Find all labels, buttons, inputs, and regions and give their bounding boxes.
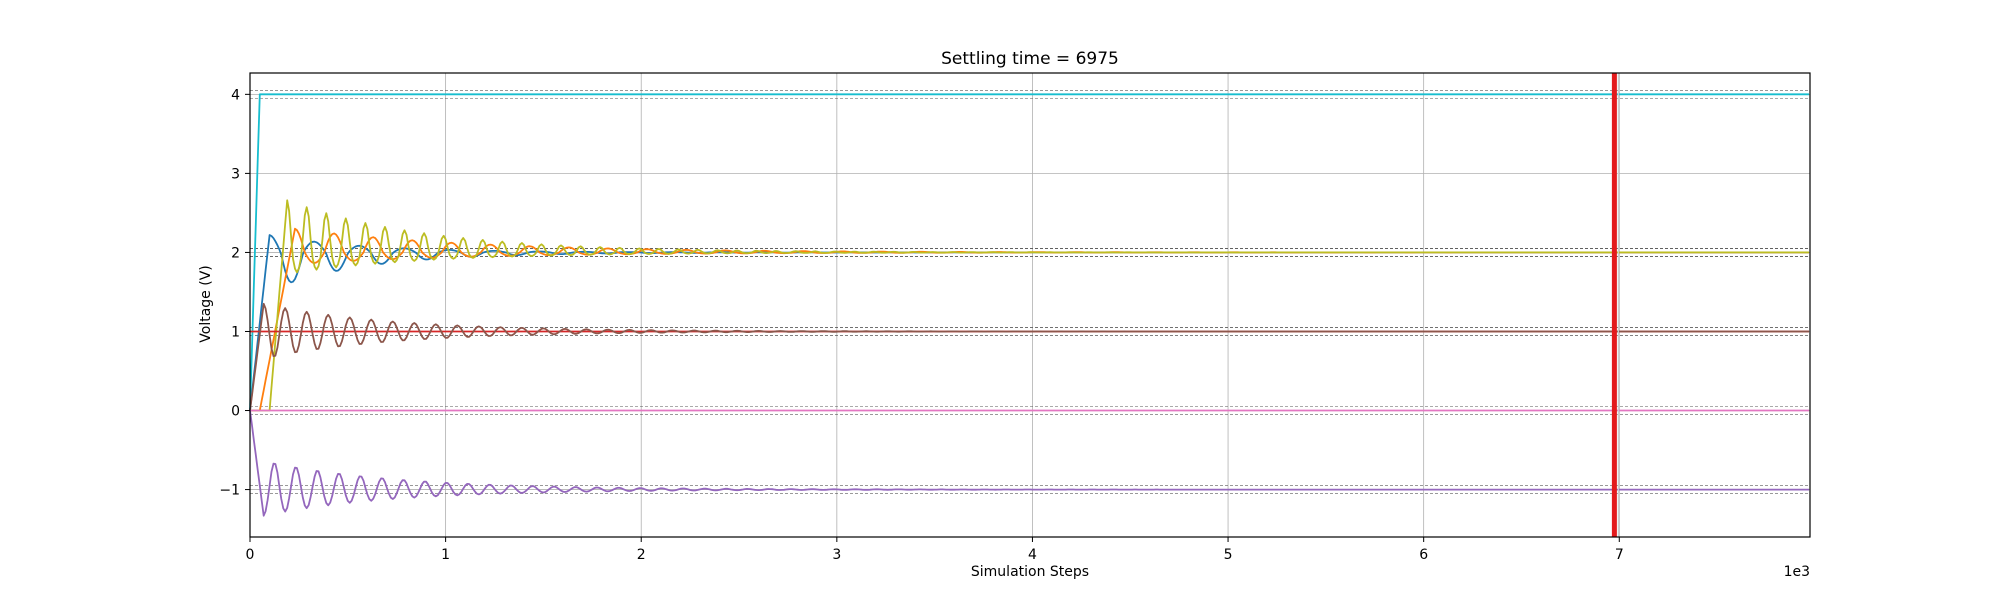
- y-tick-label: −1: [219, 483, 240, 499]
- series-line-5: [249, 302, 1809, 411]
- y-tick-label: 4: [231, 87, 240, 103]
- y-axis-label: Voltage (V): [198, 265, 214, 342]
- y-tick-label: 2: [231, 245, 240, 261]
- y-tick-label: 3: [231, 166, 240, 182]
- x-tick-label: 0: [246, 547, 255, 563]
- y-tick-label: 1: [231, 324, 240, 340]
- series-lines: [249, 93, 1809, 517]
- tolerance-bands: [250, 90, 1810, 494]
- x-tick-label: 6: [1419, 547, 1428, 563]
- series-line-2: [250, 227, 1809, 412]
- plot-frame: [249, 72, 1811, 538]
- settling-markers: [1611, 73, 1619, 537]
- x-axis-label: Simulation Steps: [971, 564, 1089, 580]
- chart-title: Settling time = 6975: [941, 49, 1119, 69]
- y-tick-label: 0: [231, 404, 240, 420]
- axis-ticks: 0 1 2 3 4 5 6 7 −1 0 1 2 3 4: [219, 87, 1623, 563]
- series-line-0: [249, 93, 1809, 411]
- series-line-3: [250, 199, 1809, 412]
- series-line-1: [249, 234, 1809, 411]
- x-tick-label: 5: [1224, 547, 1233, 563]
- series-line-7: [249, 410, 1809, 517]
- x-axis-offset-label: 1e3: [1784, 564, 1810, 580]
- x-tick-label: 3: [832, 547, 841, 563]
- x-tick-label: 7: [1615, 547, 1624, 563]
- x-tick-label: 4: [1028, 547, 1037, 563]
- x-tick-label: 2: [637, 547, 646, 563]
- grid: [249, 73, 1810, 537]
- x-tick-label: 1: [441, 547, 450, 563]
